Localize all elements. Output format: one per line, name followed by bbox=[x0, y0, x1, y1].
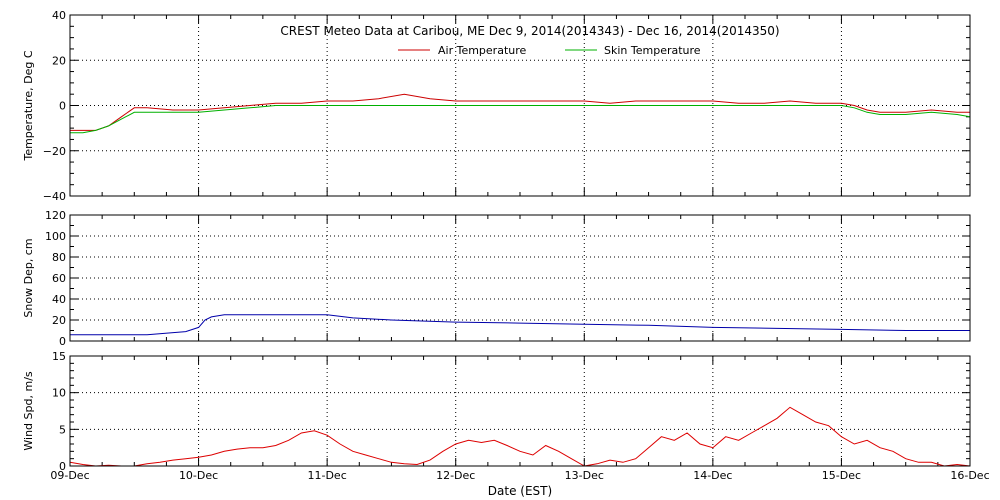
y-tick-label: 40 bbox=[52, 293, 66, 306]
x-tick-label: 09-Dec bbox=[50, 469, 89, 482]
x-tick-label: 12-Dec bbox=[436, 469, 475, 482]
y-tick-label: 5 bbox=[59, 423, 66, 436]
y-tick-label: 60 bbox=[52, 272, 66, 285]
y-tick-label: 0 bbox=[59, 100, 66, 113]
y-tick-label: 80 bbox=[52, 251, 66, 264]
x-tick-label: 10-Dec bbox=[179, 469, 218, 482]
legend: Air Temperature Skin Temperature bbox=[398, 44, 701, 57]
y-tick-label: 20 bbox=[52, 314, 66, 327]
panel-frame-snow bbox=[69, 214, 971, 342]
y-tick-label: 15 bbox=[52, 350, 66, 363]
y-tick-label: 100 bbox=[45, 230, 66, 243]
y-tick-label: −40 bbox=[43, 190, 66, 203]
x-axis-label: Date (EST) bbox=[488, 484, 552, 498]
y-tick-label: 20 bbox=[52, 54, 66, 67]
x-tick-label: 16-Dec bbox=[950, 469, 989, 482]
chart-title: CREST Meteo Data at Caribou, ME Dec 9, 2… bbox=[280, 24, 779, 38]
y-tick-label: 10 bbox=[52, 387, 66, 400]
y-axis-label-wind: Wind Spd, m/s bbox=[22, 371, 35, 451]
panel-temperature: 40 20 0 −20 −40 Temperature, Deg C bbox=[22, 9, 971, 203]
y-tick-label: 40 bbox=[52, 9, 66, 22]
y-tick-label: 0 bbox=[59, 335, 66, 348]
y-tick-label: 0 bbox=[59, 460, 66, 473]
panel-frame-temperature bbox=[69, 14, 971, 197]
x-tick-label: 13-Dec bbox=[565, 469, 604, 482]
y-tick-label: 120 bbox=[45, 209, 66, 222]
y-axis-label-snow: Snow Dep, cm bbox=[22, 238, 35, 317]
panel-snow: 120 100 80 60 40 20 0 Snow Dep, cm bbox=[22, 209, 971, 348]
series-line-air-temperature bbox=[70, 93, 970, 131]
x-tick-label: 14-Dec bbox=[693, 469, 732, 482]
panel-wind: 15 10 5 0 Wind Spd, m/s bbox=[22, 350, 971, 473]
series-line-snow bbox=[70, 314, 970, 336]
legend-label-skin: Skin Temperature bbox=[604, 44, 701, 57]
x-tick-label: 15-Dec bbox=[822, 469, 861, 482]
y-tick-label: −20 bbox=[43, 145, 66, 158]
legend-label-air: Air Temperature bbox=[438, 44, 527, 57]
series-line-skin-temperature bbox=[70, 105, 971, 134]
panel-frame-wind bbox=[69, 355, 971, 467]
series-line-wind bbox=[69, 406, 971, 467]
x-tick-label: 11-Dec bbox=[308, 469, 347, 482]
y-axis-label-temperature: Temperature, Deg C bbox=[22, 50, 35, 161]
